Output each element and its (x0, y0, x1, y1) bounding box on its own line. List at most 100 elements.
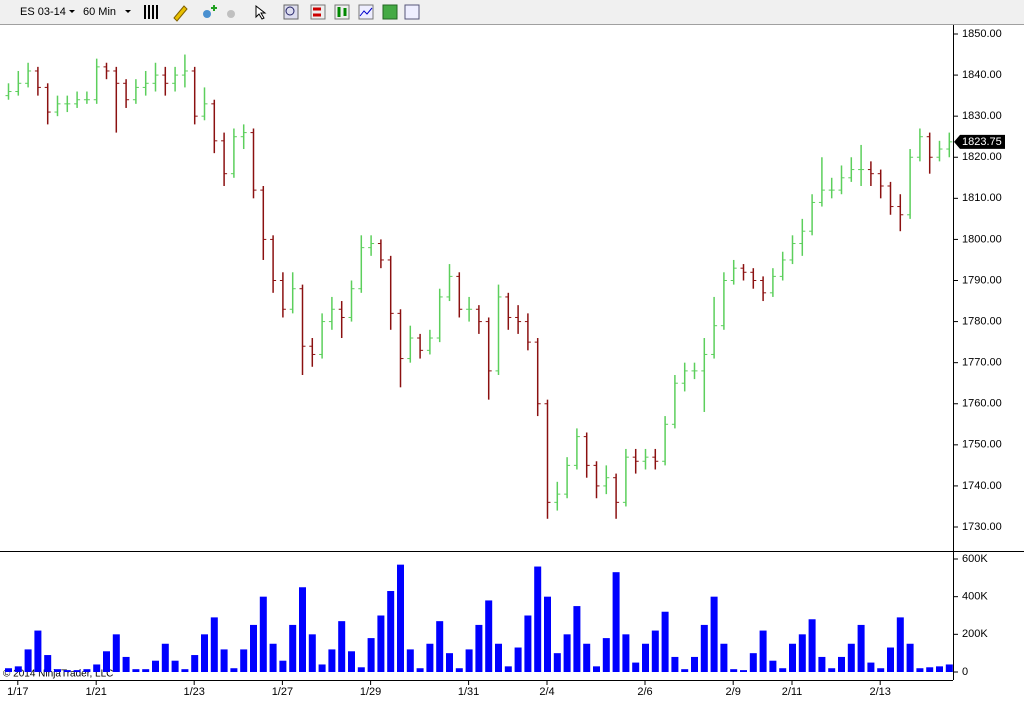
volume-bar (485, 600, 493, 672)
volume-bar (514, 647, 522, 672)
volume-bar (93, 664, 101, 672)
volume-bar (612, 572, 620, 672)
y-tick-label: 600K (962, 553, 988, 565)
volume-bar (838, 656, 845, 672)
volume-bar (632, 662, 640, 672)
volume-bar (73, 670, 81, 672)
volume-bar (691, 656, 698, 672)
volume-bar (416, 668, 424, 672)
volume-bar (132, 669, 140, 672)
volume-bar (328, 649, 336, 672)
y-tick-label: 1780.00 (962, 315, 1002, 327)
volume-bar (749, 653, 757, 672)
volume-bar (446, 653, 453, 672)
volume-bar (240, 649, 248, 672)
volume-bar (779, 668, 787, 672)
volume-bar (681, 669, 689, 672)
x-tick-label: 2/6 (637, 686, 652, 698)
volume-bar (406, 649, 414, 672)
volume-bar (661, 611, 669, 672)
volume-bar (651, 630, 659, 672)
x-tick-label: 1/29 (360, 686, 381, 698)
y-tick-label: 1750.00 (962, 439, 1002, 451)
volume-bar (308, 634, 316, 672)
copyright: © 2014 NinjaTrader, LLC (3, 669, 113, 680)
volume-bar (867, 662, 875, 672)
volume-bar (289, 624, 297, 672)
volume-bar (83, 669, 91, 672)
dropdown-arrow (125, 10, 131, 13)
volume-bar (544, 596, 551, 672)
volume-bar (759, 630, 767, 672)
volume-bar (524, 615, 532, 672)
volume-bar (465, 649, 473, 672)
dropdown-arrow (69, 10, 75, 13)
volume-bar (534, 566, 542, 672)
volume-bar (828, 668, 836, 672)
volume-bar (740, 670, 747, 672)
volume-bar (348, 651, 355, 672)
volume-bar (171, 660, 179, 672)
volume-bar (583, 643, 591, 672)
volume-bar (338, 621, 346, 672)
volume-bar (916, 668, 924, 672)
volume-bar (259, 596, 267, 672)
y-tick-label: 1790.00 (962, 274, 1002, 286)
volume-bar (34, 630, 42, 672)
toolbar (0, 0, 1024, 24)
instrument[interactable]: ES 03-14 (20, 6, 66, 18)
volume-bar (5, 668, 12, 672)
y-tick-label: 0 (962, 666, 968, 678)
volume-bar (455, 668, 463, 672)
interval[interactable]: 60 Min (83, 6, 116, 18)
y-tick-label: 1820.00 (962, 151, 1002, 163)
x-tick-label: 1/17 (7, 686, 28, 698)
volume-bar (495, 643, 502, 672)
last-price-label: 1823.75 (962, 136, 1002, 148)
volume-bar (769, 660, 777, 672)
volume-bar (622, 634, 630, 672)
y-tick-label: 1760.00 (962, 398, 1002, 410)
volume-bar (142, 669, 150, 672)
volume-bar (593, 666, 600, 672)
volume-bar (798, 634, 806, 672)
volume-bar (426, 643, 434, 672)
volume-bar (877, 668, 885, 672)
volume-bar (181, 669, 189, 672)
volume-bar (377, 615, 385, 672)
y-tick-label: 1830.00 (962, 110, 1002, 122)
volume-bar (103, 651, 110, 672)
y-tick-label: 1740.00 (962, 480, 1002, 492)
volume-bar (201, 634, 208, 672)
volume-bar (857, 624, 865, 672)
volume-bar (63, 670, 71, 672)
volume-bar (220, 649, 228, 672)
y-tick-label: 1730.00 (962, 521, 1002, 533)
volume-bar (112, 634, 120, 672)
volume-bar (847, 643, 855, 672)
volume-bar (573, 606, 581, 672)
volume-bar (279, 660, 287, 672)
volume-bar (936, 666, 943, 672)
volume-bar (152, 660, 159, 672)
volume-bar (563, 634, 571, 672)
volume-bar (54, 669, 61, 672)
x-tick-label: 2/4 (539, 686, 554, 698)
volume-bar (210, 617, 218, 672)
volume-bar (700, 624, 708, 672)
volume-bar (710, 596, 718, 672)
volume-bar (504, 666, 512, 672)
y-tick-label: 200K (962, 628, 988, 640)
y-tick-label: 400K (962, 591, 988, 603)
volume-bar (122, 656, 130, 672)
volume-bar (789, 643, 796, 672)
x-tick-label: 1/21 (85, 686, 106, 698)
x-tick-label: 2/9 (726, 686, 741, 698)
volume-bar (161, 643, 169, 672)
toolbar-icons[interactable] (144, 4, 420, 22)
volume-bar (926, 667, 934, 672)
volume-bar (602, 638, 610, 672)
x-tick-label: 1/27 (272, 686, 293, 698)
volume-bar (887, 647, 894, 672)
